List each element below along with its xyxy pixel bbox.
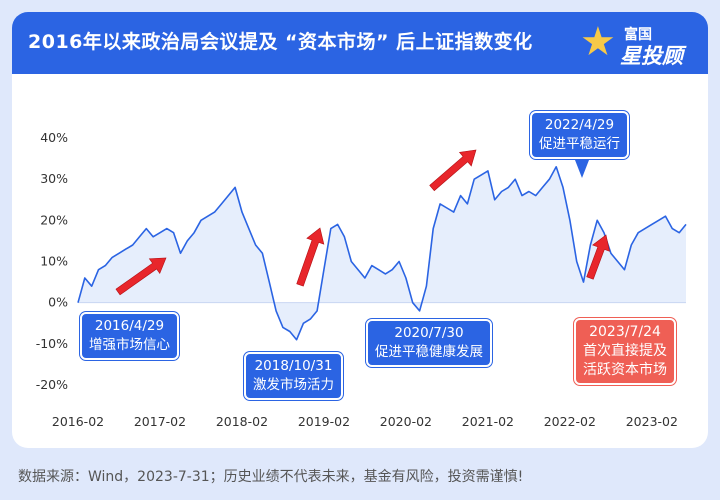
logo-text-bottom: 星投顾 <box>620 44 683 68</box>
annotation-pointer <box>575 160 589 178</box>
y-tick-label: 20% <box>40 212 68 227</box>
x-tick-label: 2023-02 <box>626 414 678 429</box>
annotation-text: 促进平稳健康发展 <box>375 344 483 360</box>
x-tick-label: 2018-02 <box>216 414 268 429</box>
annotation-2023: 2023/7/24 首次直接提及 活跃资本市场 <box>574 318 676 385</box>
annotation-text-line2: 活跃资本市场 <box>583 362 667 378</box>
annotation-date: 2018/10/31 <box>254 358 333 374</box>
trend-arrow-icon <box>586 234 610 280</box>
annotation-2018: 2018/10/31 激发市场活力 <box>244 352 343 400</box>
trend-arrow-icon <box>296 227 325 287</box>
annotation-date: 2023/7/24 <box>589 324 661 340</box>
star-icon: ★ <box>580 19 616 65</box>
x-tick-label: 2020-02 <box>380 414 432 429</box>
annotation-2016: 2016/4/29 增强市场信心 <box>80 312 179 360</box>
x-tick-label: 2019-02 <box>298 414 350 429</box>
area-fill <box>78 166 686 340</box>
y-tick-label: 10% <box>40 254 68 269</box>
x-tick-label: 2016-02 <box>52 414 104 429</box>
series-line <box>77 166 687 341</box>
annotation-2022: 2022/4/29 促进平稳运行 <box>530 111 629 159</box>
x-tick-label: 2017-02 <box>134 414 186 429</box>
annotation-text: 增强市场信心 <box>89 337 170 353</box>
x-tick-label: 2022-02 <box>544 414 596 429</box>
logo-text-top: 富国 <box>624 27 652 43</box>
y-tick-label: -10% <box>36 336 68 351</box>
y-tick-label: 40% <box>40 130 68 145</box>
footnote: 数据来源：Wind，2023-7-31；历史业绩不代表未来，基金有风险，投资需谨… <box>18 469 524 485</box>
annotation-date: 2022/4/29 <box>544 117 615 133</box>
x-tick-label: 2021-02 <box>462 414 514 429</box>
annotation-text: 激发市场活力 <box>253 377 334 393</box>
y-tick-label: 0% <box>48 295 68 310</box>
trend-arrow-icon <box>115 257 167 296</box>
page-title: 2016年以来政治局会议提及 “资本市场” 后上证指数变化 <box>28 31 533 53</box>
annotation-text: 首次直接提及 <box>583 343 667 359</box>
y-tick-label: -20% <box>36 377 68 392</box>
brand-logo: ★ 富国 星投顾 <box>580 19 700 68</box>
header-banner: 2016年以来政治局会议提及 “资本市场” 后上证指数变化 ★ 富国 星投顾 <box>12 12 708 74</box>
annotation-date: 2016/4/29 <box>94 318 165 334</box>
annotation-date: 2020/7/30 <box>394 325 464 341</box>
annotation-text: 促进平稳运行 <box>539 136 620 152</box>
y-tick-label: 30% <box>40 171 68 186</box>
trend-arrow-icon <box>429 149 477 192</box>
annotation-2020: 2020/7/30 促进平稳健康发展 <box>366 319 492 367</box>
